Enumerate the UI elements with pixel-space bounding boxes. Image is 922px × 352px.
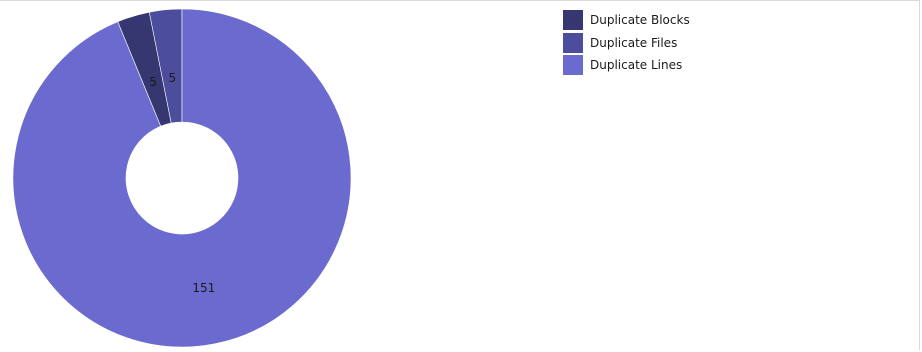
legend-swatch-duplicate-blocks	[563, 10, 583, 30]
legend-item-duplicate-blocks[interactable]: Duplicate Blocks	[563, 10, 690, 30]
legend-label-duplicate-lines: Duplicate Lines	[590, 58, 683, 72]
legend-swatch-duplicate-files	[563, 32, 583, 53]
data-label-duplicate-lines: 151	[192, 281, 215, 295]
legend-swatch-duplicate-lines	[563, 55, 583, 75]
chart-legend: Duplicate Blocks Duplicate Files Duplica…	[563, 10, 690, 78]
legend-item-duplicate-files[interactable]: Duplicate Files	[563, 32, 690, 53]
slice-duplicate-lines[interactable]	[12, 8, 352, 348]
legend-label-duplicate-blocks: Duplicate Blocks	[590, 13, 690, 27]
legend-item-duplicate-lines[interactable]: Duplicate Lines	[563, 55, 690, 75]
data-labels-group: 55 151	[149, 71, 215, 295]
data-label-duplicate-files: 5	[168, 71, 176, 85]
legend-label-duplicate-files: Duplicate Files	[590, 35, 678, 50]
data-label-duplicate-blocks: 5	[149, 75, 157, 89]
slices-group	[12, 8, 352, 348]
